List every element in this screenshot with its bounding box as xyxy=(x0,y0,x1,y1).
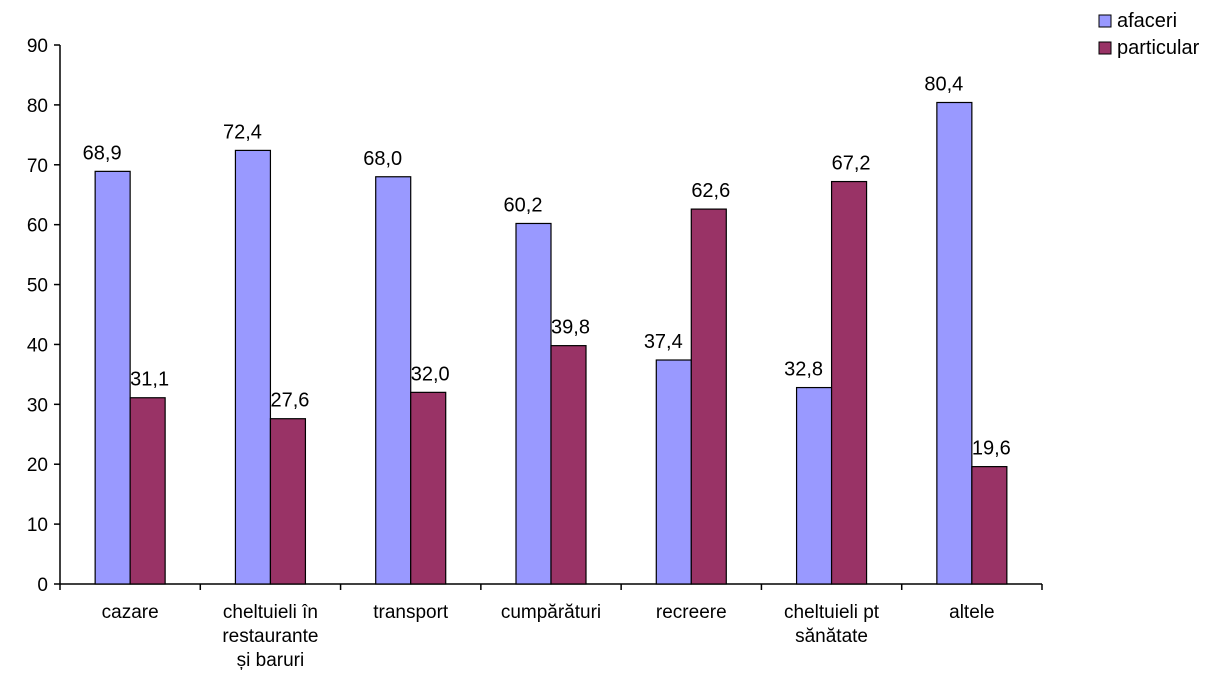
bar-particular xyxy=(971,466,1008,585)
data-labels: 68,9 31,1 72,4 27,6 68,0 32,0 60,2 39,8 37,4 62,6… xyxy=(83,73,1011,459)
bar-particular xyxy=(550,345,587,585)
bar-afaceri xyxy=(795,386,833,585)
bar-afaceri xyxy=(94,170,131,585)
x-tick-label: cumpărături xyxy=(501,602,601,623)
x-tick-label: cheltuieli pt sănătate xyxy=(784,602,880,647)
x-tick-label: recreere xyxy=(656,602,727,623)
data-label-afaceri: 32,8 xyxy=(784,359,823,381)
data-label-particular: 19,6 xyxy=(972,438,1011,460)
data-label-afaceri: 60,2 xyxy=(504,194,543,216)
data-label-particular: 27,6 xyxy=(270,390,309,412)
x-tick-label: cazare xyxy=(102,602,159,623)
legend: afaceri particular xyxy=(1098,10,1200,59)
x-tick-label: altele xyxy=(949,602,994,623)
data-label-afaceri: 72,4 xyxy=(223,121,262,143)
bar-particular xyxy=(830,180,868,585)
legend-label-afaceri: afaceri xyxy=(1117,10,1177,32)
y-tick-label: 60 xyxy=(27,216,48,237)
y-tick-label: 30 xyxy=(27,395,48,416)
data-label-afaceri: 68,0 xyxy=(363,148,402,170)
x-axis: cazare cheltuieli în restaurante și baruri t… xyxy=(59,583,1043,671)
data-label-particular: 32,0 xyxy=(411,363,450,385)
data-label-afaceri: 68,9 xyxy=(83,142,122,164)
data-label-particular: 62,6 xyxy=(691,180,730,202)
y-axis: 0 10 20 30 40 50 60 70 80 90 xyxy=(27,36,61,596)
bars xyxy=(94,101,1008,585)
y-tick-label: 20 xyxy=(27,455,48,476)
bar-afaceri xyxy=(234,149,272,585)
data-label-particular: 67,2 xyxy=(832,153,871,175)
legend-label-particular: particular xyxy=(1117,37,1200,59)
bar-particular xyxy=(690,208,727,585)
data-label-afaceri: 37,4 xyxy=(644,331,683,353)
y-tick-label: 40 xyxy=(27,335,48,356)
legend-swatch-afaceri xyxy=(1098,14,1112,28)
data-label-afaceri: 80,4 xyxy=(924,73,963,95)
bar-afaceri xyxy=(655,359,692,585)
data-label-particular: 31,1 xyxy=(130,369,169,391)
y-tick-label: 80 xyxy=(27,96,48,117)
x-tick-label: transport xyxy=(373,602,449,623)
bar-particular xyxy=(129,397,166,585)
bar-afaceri xyxy=(375,176,412,585)
bar-afaceri xyxy=(936,101,973,585)
y-tick-label: 70 xyxy=(27,156,48,177)
y-tick-label: 50 xyxy=(27,276,48,297)
bar-particular xyxy=(269,418,307,585)
bar-afaceri xyxy=(515,222,552,585)
y-tick-label: 90 xyxy=(27,36,48,57)
x-tick-label: cheltuieli în restaurante și baruri xyxy=(222,602,318,671)
bar-particular xyxy=(410,391,447,585)
legend-swatch-particular xyxy=(1098,41,1112,55)
data-label-particular: 39,8 xyxy=(551,317,590,339)
y-tick-label: 0 xyxy=(37,575,48,596)
y-tick-label: 10 xyxy=(27,515,48,536)
